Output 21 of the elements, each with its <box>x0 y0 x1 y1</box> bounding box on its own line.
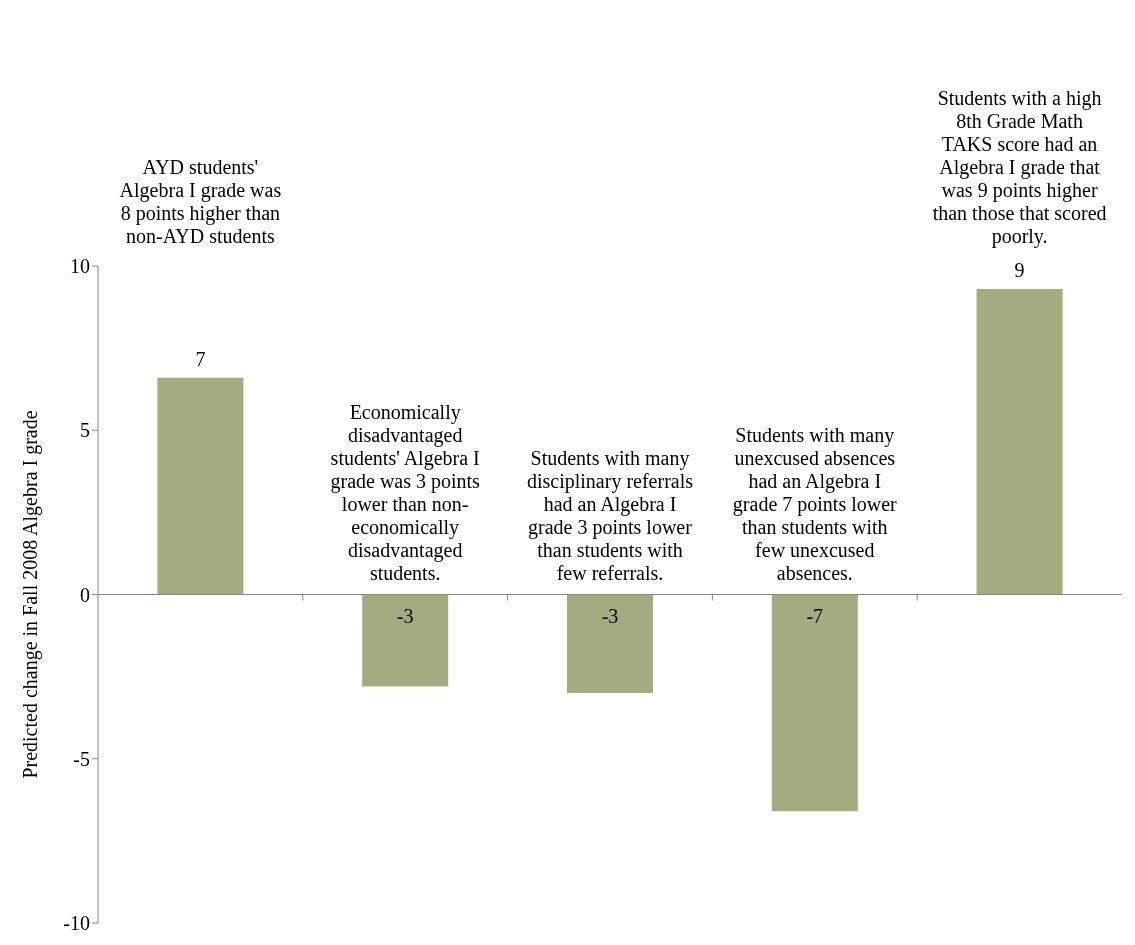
y-tick-label: -10 <box>63 912 90 935</box>
data-label: -3 <box>601 604 619 627</box>
annotation: Students with many disciplinary referrals had an Algebra I grade 3 points lower than students with few referrals. <box>525 446 694 585</box>
bar <box>976 289 1063 595</box>
annotation: Students with many unexcused absences had an Algebra I grade 7 points lower than students with few unexcused absences. <box>731 423 898 585</box>
y-axis-title: Predicted change in Fall 2008 Algebra I grade <box>19 410 43 779</box>
text: Students with a high 8th Grade Math TAKS score had an Algebra I grade that was 9 points higher than those that scored poorly. <box>931 87 1108 248</box>
bar <box>771 594 858 812</box>
bar <box>566 594 653 694</box>
y-tick-label: 10 <box>70 255 90 278</box>
bar <box>362 594 449 687</box>
data-label: -7 <box>806 604 824 627</box>
y-tick-label: -5 <box>73 747 90 770</box>
y-tick-label: 0 <box>80 583 90 606</box>
bar <box>157 377 244 595</box>
data-label: -3 <box>396 604 414 627</box>
annotation: Economically disadvantaged students' Algebra I grade was 3 points lower than non-economically disadvantaged students. <box>329 400 481 585</box>
text: AYD students' Algebra I grade was 8 points higher than non-AYD students <box>118 156 283 248</box>
data-label: 7 <box>195 347 206 370</box>
data-label: 9 <box>1014 258 1025 281</box>
y-tick-label: 5 <box>80 419 90 442</box>
